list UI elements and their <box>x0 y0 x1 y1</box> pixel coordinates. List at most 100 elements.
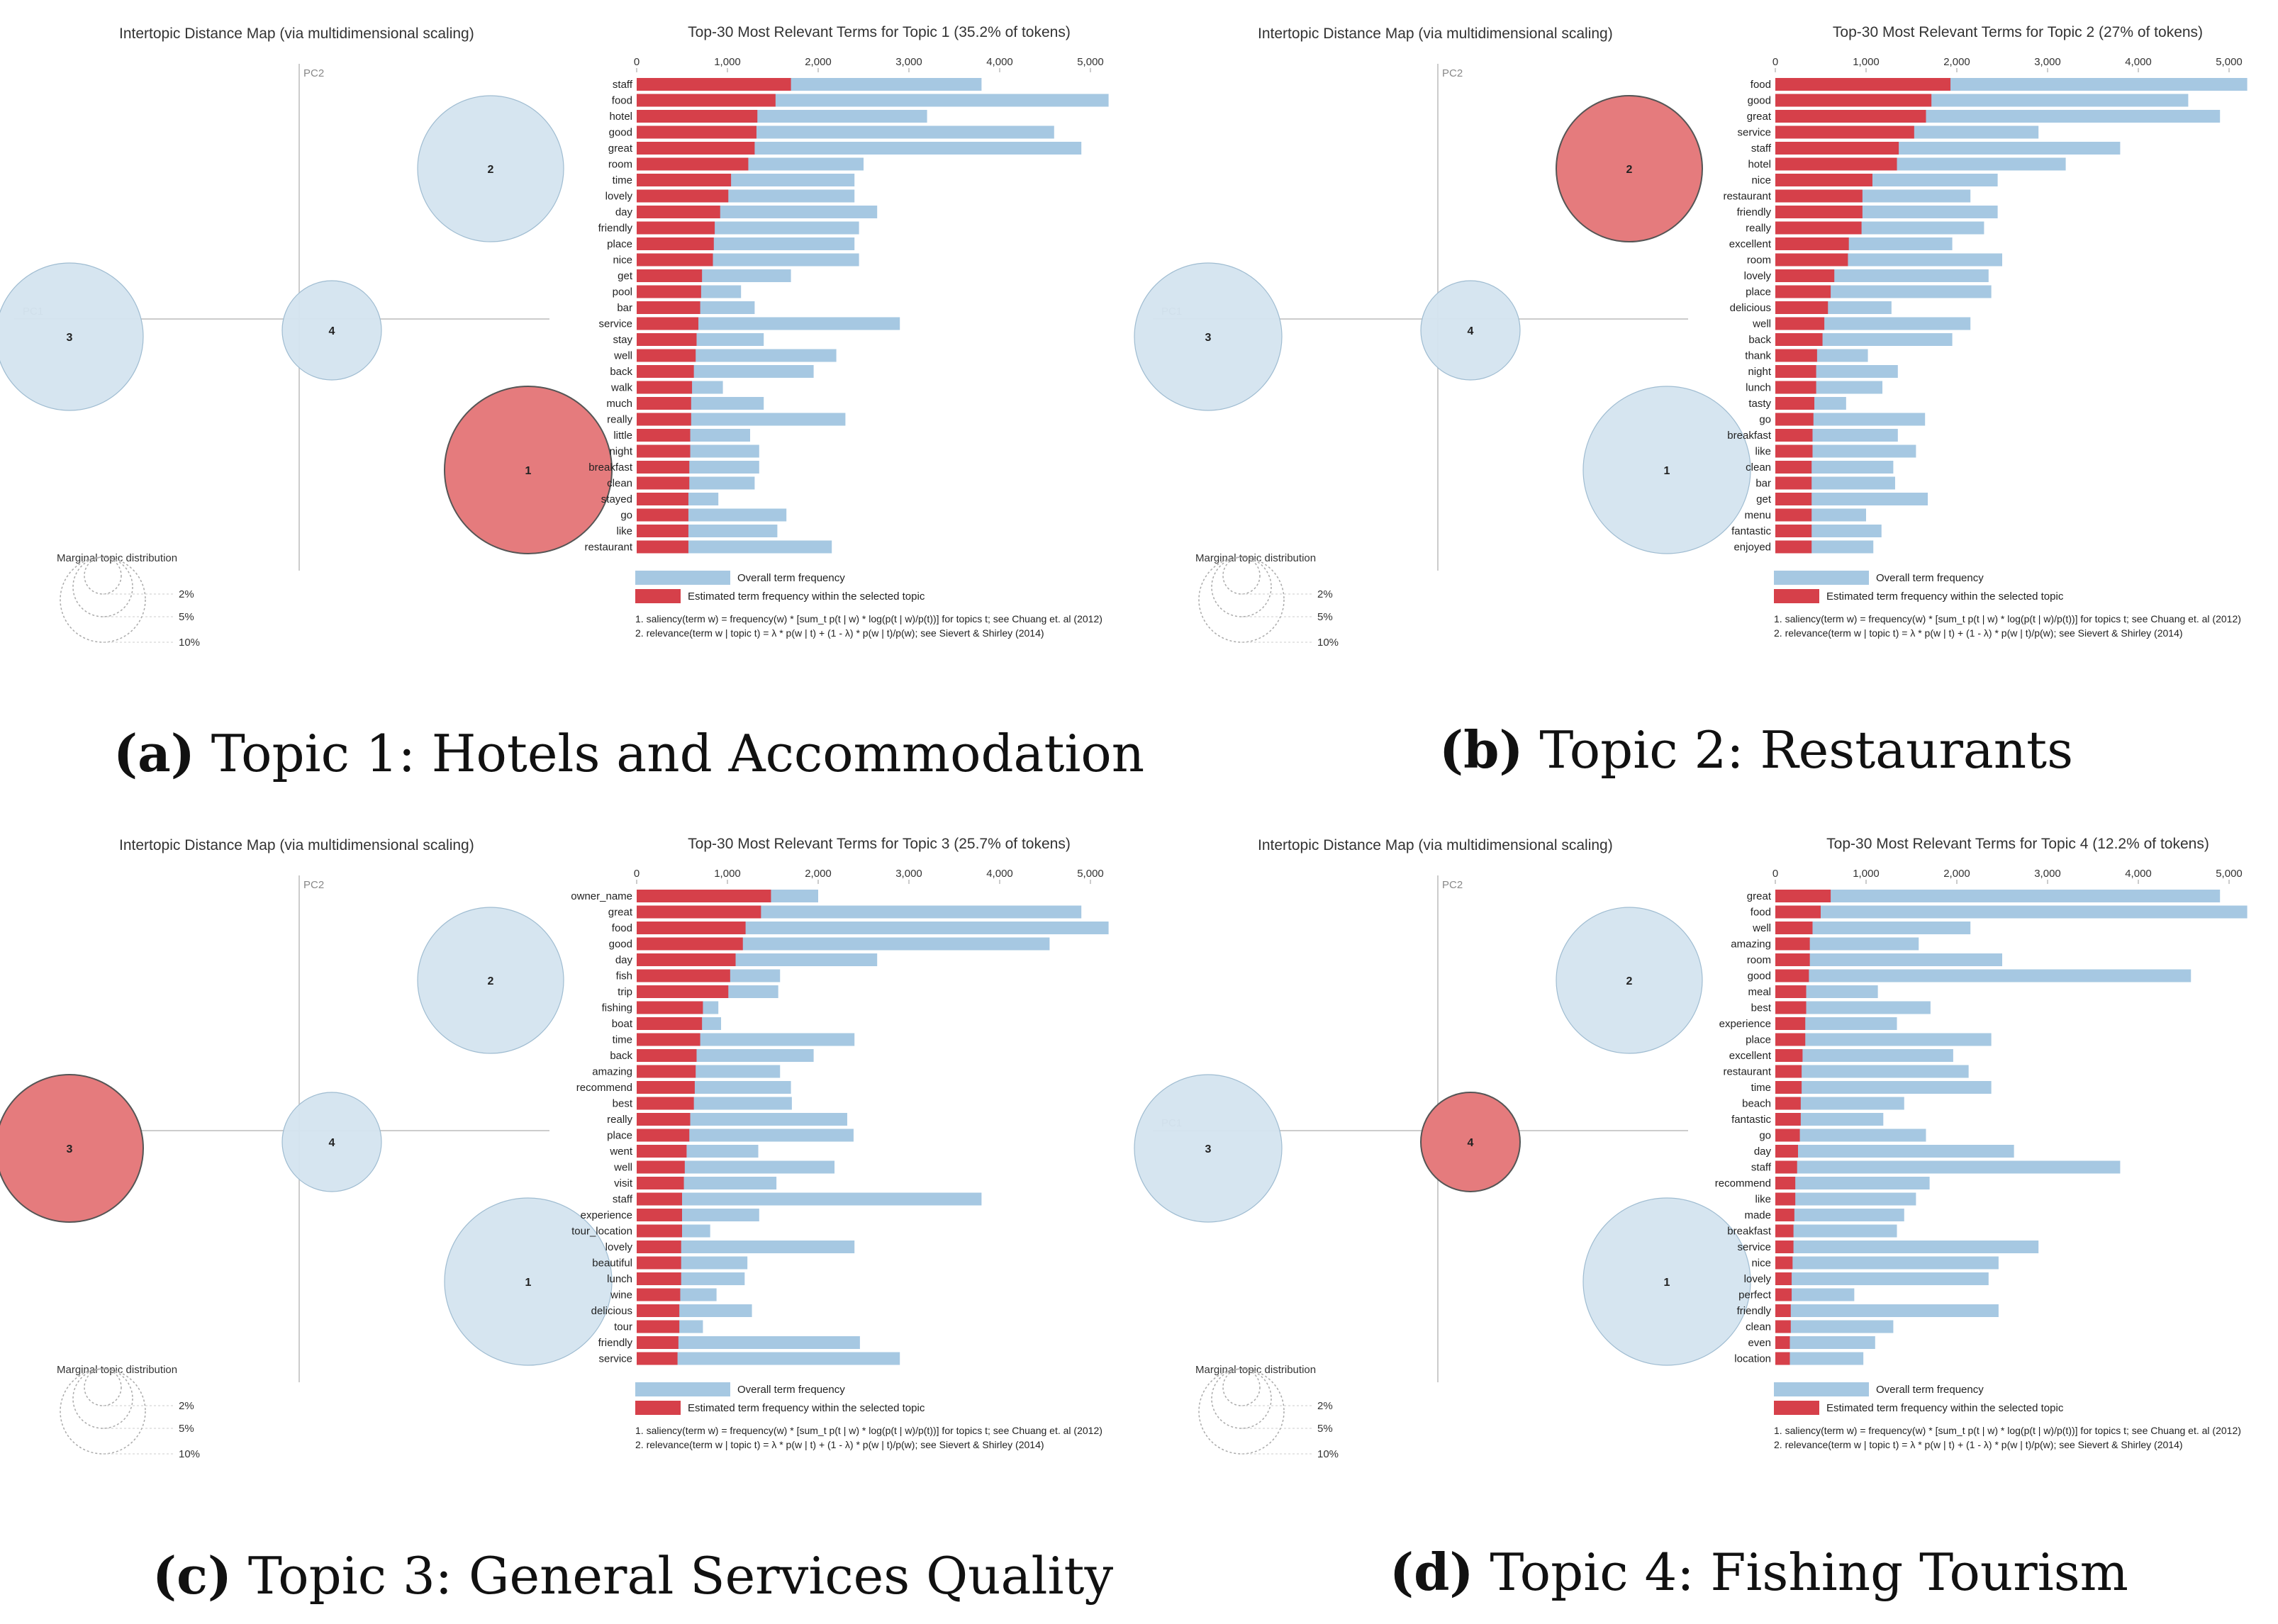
topic-bubble-label-2: 2 <box>488 975 494 987</box>
estimated-bar <box>1775 125 1914 139</box>
estimated-bar <box>1775 1160 1797 1174</box>
term-label: staff <box>1751 1162 1772 1174</box>
pc2-label: PC2 <box>303 67 324 79</box>
estimated-bar <box>637 174 732 186</box>
term-label: wine <box>610 1289 632 1301</box>
term-label: day <box>615 954 633 966</box>
estimated-bar <box>637 1192 682 1206</box>
estimated-bar <box>637 1081 695 1094</box>
overall-bar <box>1775 1017 1897 1030</box>
legend-estimated-label: Estimated term frequency within the sele… <box>688 590 925 603</box>
legend-overall-swatch <box>1774 1382 1869 1396</box>
topic-bubble-4 <box>281 1092 382 1192</box>
estimated-bar <box>637 237 714 250</box>
estimated-bar <box>637 125 756 139</box>
legend-estimated-label: Estimated term frequency within the sele… <box>688 1402 925 1414</box>
estimated-bar <box>1775 1177 1796 1189</box>
term-label: get <box>618 270 633 282</box>
term-label: recommend <box>576 1082 632 1094</box>
overall-bar <box>1775 890 2221 902</box>
estimated-bar <box>1775 206 1863 218</box>
footnote-saliency: 1. saliency(term w) = frequency(w) * [su… <box>1774 1425 2241 1436</box>
topic-bubble-4 <box>1420 280 1521 381</box>
marginal-title: Marginal topic distribution <box>57 1364 177 1376</box>
estimated-bar <box>637 1001 703 1014</box>
footnote-saliency: 1. saliency(term w) = frequency(w) * [su… <box>1774 613 2241 625</box>
term-label: place <box>1746 286 1771 298</box>
x-tick-label: 4,000 <box>2125 868 2152 880</box>
x-tick-label: 5,000 <box>1077 56 1104 68</box>
topic-bubble-1 <box>1582 386 1751 554</box>
x-tick-label: 2,000 <box>805 868 832 880</box>
estimated-bar <box>637 349 696 362</box>
term-label: went <box>609 1146 633 1158</box>
term-label: walk <box>610 382 633 394</box>
marginal-label: 5% <box>1317 1423 1333 1435</box>
estimated-bar <box>1775 110 1926 123</box>
topic-bubble-label-3: 3 <box>67 1143 73 1155</box>
topic-bubble-3 <box>0 262 144 411</box>
marginal-label: 10% <box>1317 1448 1339 1460</box>
term-label: get <box>1756 493 1772 505</box>
term-label: go <box>1759 414 1771 426</box>
topic-bubble-label-3: 3 <box>1205 1143 1212 1155</box>
estimated-bar <box>637 1288 681 1301</box>
estimated-bar <box>1775 253 1848 267</box>
estimated-bar <box>1775 1033 1806 1046</box>
caption-letter: (a) <box>113 723 195 783</box>
estimated-bar <box>1775 476 1812 490</box>
term-label: friendly <box>1737 206 1772 218</box>
estimated-bar <box>1775 78 1951 91</box>
topic-bubble-label-3: 3 <box>1205 332 1212 344</box>
term-label: friendly <box>598 223 633 235</box>
term-label: lovely <box>605 1241 633 1253</box>
overall-bar <box>1775 1065 1969 1078</box>
overall-bar <box>1775 1256 1999 1270</box>
overall-bar <box>1775 1145 2014 1158</box>
term-label: nice <box>1751 1258 1771 1270</box>
topic-bubble-label-4: 4 <box>329 1137 335 1149</box>
estimated-bar <box>637 937 743 951</box>
footnote-relevance: 2. relevance(term w | topic t) = λ * p(w… <box>1774 627 2183 639</box>
overall-bar <box>1775 1097 1904 1110</box>
term-label: great <box>1747 890 1772 902</box>
topic-bubble-1 <box>1582 1197 1751 1366</box>
term-label: back <box>610 1050 632 1062</box>
marginal-label: 2% <box>1317 588 1333 600</box>
term-label: night <box>609 446 632 458</box>
term-label: hotel <box>609 111 632 123</box>
intertopic-map: Intertopic Distance Map (via multidimens… <box>0 26 613 649</box>
term-label: like <box>1755 1194 1771 1206</box>
estimated-bar <box>1775 429 1813 442</box>
x-tick-label: 2,000 <box>805 56 832 68</box>
overall-bar <box>1775 1049 1953 1062</box>
term-label: fishing <box>602 1002 632 1014</box>
term-label: breakfast <box>1727 430 1772 442</box>
estimated-bar <box>1775 189 1863 203</box>
term-label: like <box>616 525 632 537</box>
estimated-bar <box>1775 301 1828 314</box>
topic-bubble-label-1: 1 <box>525 465 532 477</box>
x-tick-label: 2,000 <box>1943 56 1970 68</box>
marginal-label: 5% <box>179 1423 194 1435</box>
panel-svg: Intertopic Distance Map (via multidimens… <box>1134 836 2248 1460</box>
term-label: best <box>613 1098 633 1110</box>
term-label: excellent <box>1729 1050 1772 1062</box>
estimated-bar <box>1775 1065 1802 1078</box>
term-label: nice <box>1751 174 1771 186</box>
term-label: tour_location <box>571 1226 632 1238</box>
term-label: restaurant <box>1723 191 1771 203</box>
estimated-bar <box>637 413 691 426</box>
overall-bar <box>1775 1192 1916 1206</box>
marginal-label: 2% <box>1317 1400 1333 1412</box>
term-label: breakfast <box>1727 1226 1772 1238</box>
estimated-bar <box>1775 397 1815 410</box>
term-label: well <box>613 1162 632 1174</box>
term-label: room <box>1747 254 1771 267</box>
term-label: staff <box>613 79 633 91</box>
topic-bubble-label-4: 4 <box>1468 1137 1474 1149</box>
term-label: bar <box>1755 478 1771 490</box>
estimated-bar <box>1775 1256 1793 1270</box>
estimated-bar <box>637 1129 690 1142</box>
estimated-bar <box>637 476 690 490</box>
